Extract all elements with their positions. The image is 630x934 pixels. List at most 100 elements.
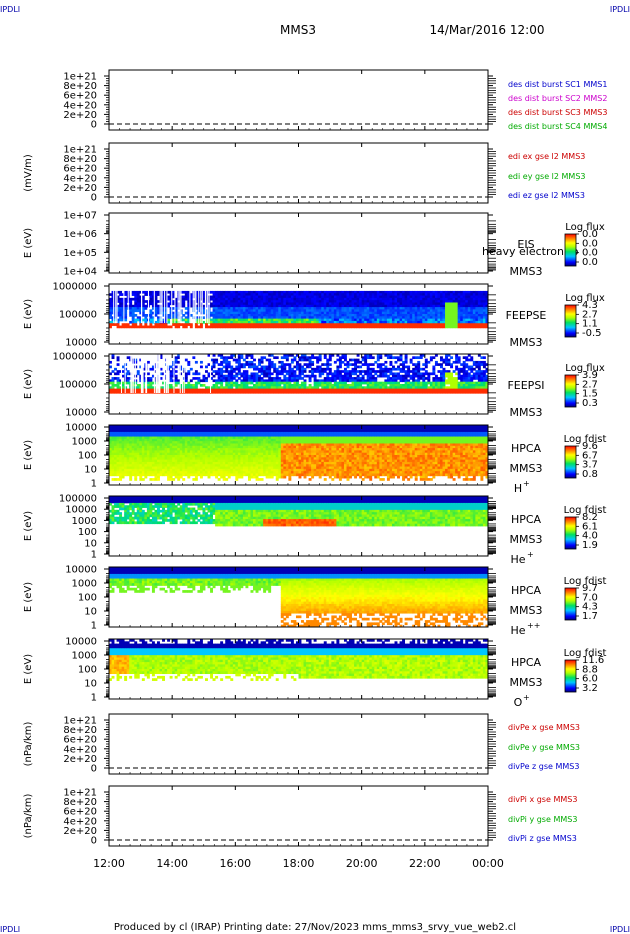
spectrogram-cell bbox=[328, 297, 332, 301]
spectrogram-cell bbox=[397, 388, 400, 392]
spectrogram-cell bbox=[404, 297, 408, 301]
spectrogram-cell bbox=[295, 381, 299, 385]
spectrogram-cell bbox=[445, 311, 448, 315]
spectrogram-cell bbox=[457, 318, 461, 322]
spectrogram-cell bbox=[225, 302, 229, 306]
spectrogram-cell bbox=[460, 384, 464, 387]
spectrogram-cell bbox=[283, 309, 287, 313]
spectrogram-cell bbox=[422, 384, 426, 387]
spectrogram-cell bbox=[240, 374, 244, 378]
spectrogram-cell bbox=[316, 325, 320, 329]
spectrogram-cell bbox=[199, 309, 203, 313]
spectrogram-cell bbox=[121, 316, 125, 320]
spectrogram-cell bbox=[275, 302, 279, 306]
spectrogram-cell bbox=[455, 302, 459, 306]
spectrogram-cell bbox=[275, 311, 279, 315]
spectrogram-cell bbox=[255, 293, 259, 296]
spectrogram-cell bbox=[139, 365, 143, 369]
spectrogram-cell bbox=[169, 297, 173, 301]
spectrogram-cell bbox=[417, 307, 421, 310]
spectrogram-cell bbox=[429, 307, 433, 310]
spectrogram-cell bbox=[126, 323, 130, 326]
spectrogram-cell bbox=[227, 390, 231, 394]
spectrogram-cell bbox=[434, 311, 438, 315]
spectrogram-cell bbox=[447, 386, 451, 390]
spectrogram-cell bbox=[470, 377, 474, 380]
spectrogram-cell bbox=[114, 436, 117, 440]
spectrogram-cell bbox=[457, 290, 461, 294]
spectrogram-cell bbox=[240, 309, 244, 313]
spectrogram-cell bbox=[154, 471, 158, 474]
spectrogram-cell bbox=[445, 358, 448, 362]
spectrogram-cell bbox=[432, 300, 436, 303]
spectrogram-cell bbox=[144, 425, 148, 428]
spectrogram-cell bbox=[283, 293, 287, 296]
spectrogram-cell bbox=[255, 374, 259, 378]
spectrogram-cell bbox=[119, 316, 123, 320]
spectrogram-cell bbox=[139, 455, 143, 458]
spectrogram-cell bbox=[177, 390, 181, 394]
spectrogram-cell bbox=[225, 290, 229, 294]
spectrogram-cell bbox=[225, 314, 229, 317]
spectrogram-cell bbox=[126, 356, 130, 360]
spectrogram-cell bbox=[253, 325, 256, 329]
spectrogram-cell bbox=[331, 297, 335, 301]
spectrogram-cell bbox=[189, 295, 193, 299]
spectrogram-cell bbox=[253, 300, 256, 303]
spectrogram-cell bbox=[298, 302, 302, 306]
spectrogram-cell bbox=[139, 325, 143, 329]
spectrogram-cell bbox=[131, 438, 135, 442]
spectrogram-cell bbox=[283, 386, 287, 390]
spectrogram-cell bbox=[285, 388, 289, 392]
spectrogram-cell bbox=[379, 318, 383, 322]
spectrogram-cell bbox=[404, 377, 408, 380]
spectrogram-cell bbox=[141, 441, 145, 444]
spectrogram-cell bbox=[255, 323, 259, 326]
spectrogram-cell bbox=[336, 388, 340, 392]
spectrogram-cell bbox=[419, 309, 423, 313]
spectrogram-cell bbox=[253, 374, 256, 378]
spectrogram-cell bbox=[144, 452, 148, 456]
spectrogram-cell bbox=[386, 318, 390, 322]
spectrogram-cell bbox=[384, 304, 388, 308]
spectrogram-cell bbox=[255, 290, 259, 294]
spectrogram-cell bbox=[278, 309, 282, 313]
spectrogram-cell bbox=[467, 302, 471, 306]
spectrogram-cell bbox=[462, 295, 466, 299]
spectrogram-cell bbox=[351, 358, 355, 362]
spectrogram-cell bbox=[141, 431, 145, 435]
spectrogram-cell bbox=[462, 293, 466, 296]
spectrogram-cell bbox=[119, 293, 123, 296]
spectrogram-cell bbox=[422, 388, 426, 392]
spectrogram-cell bbox=[157, 464, 160, 467]
spectrogram-cell bbox=[151, 304, 155, 308]
spectrogram-cell bbox=[240, 307, 244, 310]
spectrogram-cell bbox=[172, 323, 176, 326]
spectrogram-cell bbox=[427, 309, 431, 313]
spectrogram-cell bbox=[475, 377, 479, 380]
spectrogram-cell bbox=[412, 293, 416, 296]
data-gap bbox=[141, 284, 143, 323]
spectrogram-cell bbox=[354, 377, 358, 380]
spectrogram-cell bbox=[447, 290, 451, 294]
spectrogram-cell bbox=[283, 363, 287, 366]
spectrogram-cell bbox=[384, 379, 388, 383]
spectrogram-cell bbox=[149, 379, 153, 383]
spectrogram-cell bbox=[439, 377, 443, 380]
spectrogram-cell bbox=[399, 388, 403, 392]
spectrogram-cell bbox=[141, 443, 145, 447]
data-gap bbox=[182, 354, 184, 393]
spectrogram-cell bbox=[258, 290, 261, 294]
spectrogram-cell bbox=[439, 304, 443, 308]
spectrogram-cell bbox=[445, 314, 448, 317]
spectrogram-cell bbox=[366, 356, 370, 360]
spectrogram-cell bbox=[177, 302, 181, 306]
spectrogram-cell bbox=[285, 304, 289, 308]
spectrogram-cell bbox=[470, 365, 474, 369]
spectrogram-cell bbox=[308, 293, 312, 296]
spectrogram-cell bbox=[278, 370, 282, 373]
spectrogram-cell bbox=[124, 473, 128, 477]
spectrogram-cell bbox=[220, 314, 224, 317]
spectrogram-cell bbox=[162, 297, 165, 301]
spectrogram-cell bbox=[414, 302, 418, 306]
